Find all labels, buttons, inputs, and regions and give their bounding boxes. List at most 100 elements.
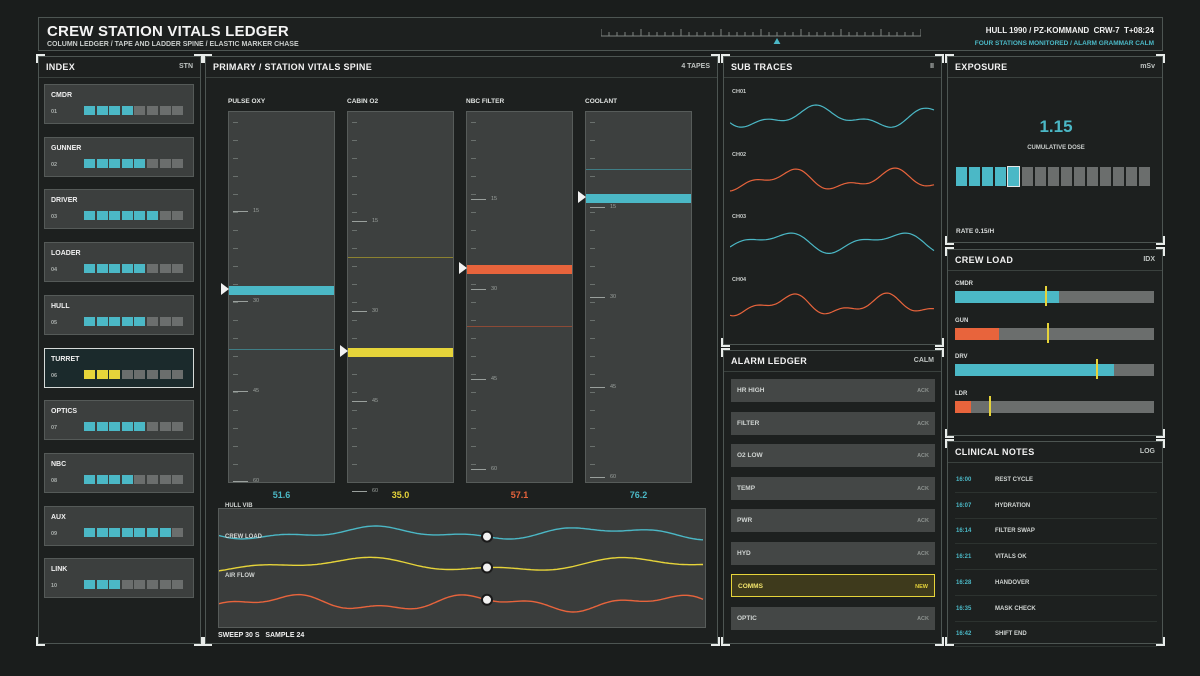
trace-channel-label: CH01 bbox=[732, 89, 747, 95]
tape-minor-tick bbox=[590, 230, 595, 231]
note-text: FILTER SWAP bbox=[995, 528, 1035, 535]
station-level-segment bbox=[172, 474, 184, 484]
station-level-segment bbox=[109, 474, 121, 484]
tape-minor-tick bbox=[233, 140, 238, 141]
crew-load-tag: IDX bbox=[1143, 256, 1155, 263]
tape-label: PULSE OXY bbox=[228, 98, 266, 105]
tape-major-tick bbox=[471, 379, 486, 380]
station-level-segment bbox=[109, 264, 121, 274]
tape-minor-tick bbox=[233, 374, 238, 375]
station-card-turret[interactable]: TURRET 06 bbox=[44, 347, 194, 388]
crew-load-fill bbox=[955, 327, 999, 340]
station-card-loader[interactable]: LOADER 04 bbox=[44, 242, 194, 283]
tape-minor-tick bbox=[352, 374, 357, 375]
crew-load-label: GUN bbox=[955, 317, 969, 324]
station-level-segment bbox=[159, 369, 171, 379]
alarm-row-hr-high[interactable]: HR HIGH ACK bbox=[731, 379, 935, 402]
alarm-row-pwr[interactable]: PWR ACK bbox=[731, 509, 935, 532]
station-level-segment bbox=[172, 264, 184, 274]
station-card-aux[interactable]: AUX 09 bbox=[44, 505, 194, 546]
station-card-driver[interactable]: DRIVER 03 bbox=[44, 189, 194, 230]
dose-segment bbox=[969, 167, 981, 186]
dose-segment bbox=[1034, 167, 1046, 186]
station-level-segment bbox=[109, 106, 121, 115]
alarm-status: ACK bbox=[917, 615, 929, 622]
alarm-row-optic[interactable]: OPTIC ACK bbox=[731, 606, 935, 630]
station-level-segment bbox=[134, 264, 146, 274]
station-level-segment bbox=[96, 474, 108, 484]
tape-tick-label: 15 bbox=[610, 204, 617, 210]
station-level-segment bbox=[121, 158, 133, 168]
station-level-segment bbox=[109, 580, 121, 590]
station-card-gunner[interactable]: GUNNER 02 bbox=[44, 136, 194, 177]
tape-minor-tick bbox=[233, 320, 238, 321]
tape-minor-tick bbox=[471, 374, 476, 375]
station-level-segment bbox=[147, 158, 158, 168]
tape-minor-tick bbox=[352, 446, 357, 447]
tape-tick-label: 45 bbox=[372, 398, 379, 404]
tape-minor-tick bbox=[471, 392, 476, 393]
station-level-segment bbox=[159, 580, 171, 590]
alarm-tag: CALM bbox=[913, 357, 934, 364]
tape-pointer-icon bbox=[340, 345, 348, 357]
note-time: 16:00 bbox=[956, 477, 972, 483]
station-level-segment bbox=[159, 264, 171, 274]
station-level-segment bbox=[109, 527, 121, 537]
timeline-scale-icon bbox=[600, 29, 922, 45]
station-level-segment bbox=[121, 211, 133, 221]
note-text: REST CYCLE bbox=[995, 477, 1034, 483]
tape-minor-tick bbox=[233, 248, 238, 249]
station-level-segment bbox=[109, 369, 121, 379]
station-level-segment bbox=[172, 158, 184, 168]
station-level-segment bbox=[134, 158, 146, 168]
station-number: 09 bbox=[51, 530, 58, 537]
station-card-cmdr[interactable]: CMDR 01 bbox=[44, 84, 194, 124]
station-level-segment bbox=[96, 580, 108, 590]
trace-waveform bbox=[729, 232, 935, 254]
station-level-segment bbox=[147, 106, 158, 115]
note-time: 16:35 bbox=[956, 605, 972, 612]
alarm-label: PWR bbox=[737, 517, 753, 524]
station-level-segment bbox=[84, 580, 95, 590]
crew-load-label: LDR bbox=[955, 390, 968, 397]
station-card-optics[interactable]: OPTICS 07 bbox=[44, 400, 194, 441]
notes-tag: LOG bbox=[1139, 448, 1155, 455]
exposure-tag: mSv bbox=[1140, 63, 1155, 70]
crew-load-bar bbox=[955, 395, 1154, 416]
tape-minor-tick bbox=[590, 356, 595, 357]
station-card-link[interactable]: LINK 10 bbox=[44, 558, 194, 599]
alarm-row-comms[interactable]: COMMS NEW bbox=[731, 574, 935, 597]
tape-minor-tick bbox=[233, 428, 238, 429]
dose-segment bbox=[1021, 167, 1033, 186]
station-level-segment bbox=[147, 211, 158, 221]
alarm-row-temp[interactable]: TEMP ACK bbox=[731, 476, 935, 500]
alarm-row-o2-low[interactable]: O2 LOW ACK bbox=[731, 444, 935, 467]
station-level-segment bbox=[159, 422, 171, 432]
station-level-segment bbox=[134, 474, 146, 484]
tape-minor-tick bbox=[590, 374, 595, 375]
crew-load-marker bbox=[988, 395, 991, 416]
station-level-segment bbox=[147, 316, 158, 326]
station-level-segment bbox=[109, 211, 121, 221]
note-text: HYDRATION bbox=[995, 502, 1031, 509]
alarm-row-filter[interactable]: FILTER ACK bbox=[731, 411, 935, 435]
threshold-line bbox=[229, 349, 334, 350]
station-card-hull[interactable]: HULL 05 bbox=[44, 294, 194, 335]
alarm-row-hyd[interactable]: HYD ACK bbox=[731, 541, 935, 565]
station-level-segment bbox=[134, 106, 146, 115]
station-name: DRIVER bbox=[51, 197, 78, 205]
station-card-nbc[interactable]: NBC 08 bbox=[44, 452, 194, 493]
tape-minor-tick bbox=[471, 284, 476, 285]
primary-title: PRIMARY / STATION VITALS SPINE bbox=[213, 62, 373, 72]
tape-minor-tick bbox=[471, 176, 476, 177]
station-level-segment bbox=[84, 264, 95, 274]
sub-traces-title: SUB TRACES bbox=[731, 62, 793, 72]
station-number: 02 bbox=[51, 161, 58, 168]
tape-major-tick bbox=[471, 469, 486, 470]
tape-minor-tick bbox=[233, 176, 238, 177]
alarm-status: NEW bbox=[915, 584, 928, 590]
station-level-segment bbox=[134, 580, 146, 590]
vitals-tape: 15 30 45 60 bbox=[347, 111, 454, 494]
station-number: 07 bbox=[51, 425, 58, 432]
note-row: 16:07 HYDRATION bbox=[955, 495, 1157, 519]
